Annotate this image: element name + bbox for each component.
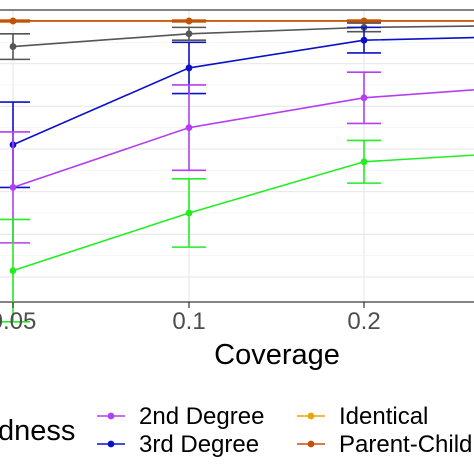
series-2nd-degree: [0, 71, 474, 244]
series-line: [12, 154, 474, 272]
x-axis-title: Coverage: [214, 339, 340, 371]
series-line: [12, 25, 474, 48]
series-line: [12, 88, 474, 189]
legend-item-3rd-degree: 3rd Degree: [97, 431, 259, 458]
panel-border: [0, 9, 474, 303]
data-point: [185, 17, 193, 25]
legend-label: 2nd Degree: [139, 403, 264, 430]
data-point: [360, 36, 368, 44]
legend-label: Parent-Child: [339, 431, 472, 458]
series-line: [12, 36, 474, 146]
data-point: [185, 64, 193, 72]
legend-key-point: [107, 412, 115, 420]
data-point: [9, 183, 17, 191]
data-point: [9, 43, 17, 50]
legend-label: Identical: [339, 403, 428, 430]
legend-key-point: [307, 440, 315, 448]
x-axis-ticks: 0.05 0.1 0.2: [0, 302, 381, 335]
legend-item-parent-child: Parent-Child: [297, 431, 472, 458]
legend-title: dness: [0, 415, 75, 447]
legend-item-identical: Identical: [297, 403, 428, 430]
legend-item-2nd-degree: 2nd Degree: [97, 403, 264, 430]
data-point: [360, 94, 368, 102]
data-point: [9, 17, 17, 25]
x-tick-label: 0.05: [0, 308, 36, 335]
legend-label: 3rd Degree: [139, 431, 259, 458]
legend-key-point: [107, 440, 115, 448]
data-point: [185, 124, 193, 132]
series-unlabeled-5: [0, 139, 474, 323]
data-point: [360, 158, 368, 166]
legend-key-point: [307, 412, 315, 420]
x-tick-label: 0.2: [347, 308, 380, 335]
series-layer: [0, 17, 474, 323]
series-parent-child: [0, 17, 474, 25]
data-point: [185, 209, 193, 217]
data-point: [185, 30, 193, 38]
x-tick-label: 0.1: [172, 308, 205, 335]
data-point: [9, 267, 17, 274]
